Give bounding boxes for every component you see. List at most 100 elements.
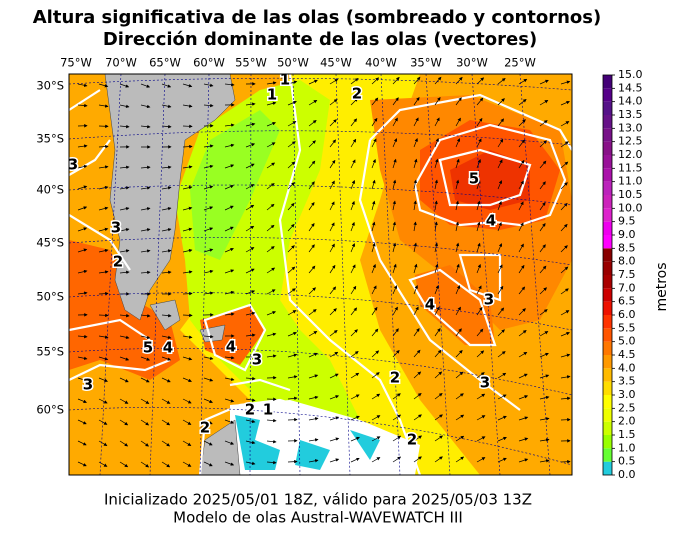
wave-vector: [203, 291, 214, 295]
longitude-label: 75°W: [60, 56, 92, 70]
wave-vector: [350, 264, 356, 274]
wave-vector: [434, 221, 438, 232]
wave-vector: [224, 461, 235, 466]
wave-vector: [98, 461, 108, 467]
colorbar-tick-label: 9.0: [618, 228, 636, 241]
wave-vector: [392, 97, 399, 106]
wave-vector: [287, 266, 296, 274]
colorbar-tick-label: 13.0: [618, 121, 643, 134]
wave-vector: [287, 202, 295, 211]
wave-vector: [98, 335, 109, 339]
wave-vector: [140, 165, 151, 170]
wave-vector: [245, 225, 255, 232]
longitude-label: 50°W: [277, 56, 309, 70]
colorbar-bin: [603, 461, 612, 475]
wave-vector: [476, 242, 481, 253]
wave-vector: [245, 122, 256, 127]
wave-vector: [203, 103, 214, 108]
wave-vector: [245, 247, 255, 253]
colorbar-tick-label: 5.0: [618, 335, 636, 348]
wave-vector: [371, 415, 381, 421]
wave-vector: [350, 394, 360, 400]
wave-vector: [434, 158, 439, 169]
latitude-label: 45°S: [36, 236, 64, 250]
wave-vector: [161, 313, 172, 318]
wave-vector: [140, 335, 151, 340]
colorbar-bin: [603, 381, 612, 395]
wave-vector: [560, 353, 571, 358]
wave-vector: [161, 249, 172, 253]
colorbar-bin: [603, 301, 612, 315]
contour-label: 2: [390, 369, 400, 387]
colorbar-bin: [603, 261, 612, 275]
contour-label: 1: [263, 401, 273, 419]
wave-vector: [203, 377, 214, 382]
wave-vector: [350, 98, 358, 106]
wave-vector: [455, 200, 460, 211]
wave-vector: [203, 398, 213, 403]
wave-vector: [371, 221, 376, 232]
wave-vector: [539, 309, 548, 316]
wave-vector: [224, 312, 235, 316]
longitude-label: 60°W: [193, 56, 225, 70]
wave-vector: [329, 351, 339, 358]
wave-vector: [371, 457, 381, 463]
wave-vector: [182, 398, 192, 404]
wave-vector: [224, 355, 235, 360]
wave-vector: [266, 81, 277, 85]
footer-line: Inicializado 2025/05/01 18Z, válido para…: [104, 491, 532, 509]
wave-vector: [308, 287, 316, 295]
wave-vector: [455, 414, 465, 421]
wave-vector: [287, 100, 297, 106]
colorbar-bin: [603, 195, 612, 209]
colorbar-tick-label: 15.0: [618, 68, 643, 81]
subtitle: Dirección dominante de las olas (vectore…: [103, 29, 537, 50]
wave-vector: [518, 264, 525, 274]
wave-vector: [434, 371, 443, 379]
wave-vector: [77, 164, 88, 169]
wave-vector: [119, 270, 130, 275]
wave-vector: [497, 329, 505, 337]
colorbar-tick-label: 8.0: [618, 255, 636, 268]
wave-vector: [434, 284, 439, 295]
wave-vector: [455, 328, 462, 337]
wave-vector: [182, 461, 192, 467]
wave-vector: [224, 143, 235, 148]
wave-vector: [371, 77, 380, 85]
wave-vector: [518, 180, 524, 190]
wave-vector: [161, 83, 172, 88]
latitude-label: 40°S: [36, 183, 64, 197]
colorbar-bin: [603, 141, 612, 155]
wave-vector: [98, 104, 109, 108]
wave-vector: [455, 349, 463, 358]
wave-vector: [497, 415, 507, 421]
wave-vector: [371, 393, 381, 400]
colorbar-tick-label: 1.5: [618, 428, 636, 441]
wave-vector: [308, 99, 318, 106]
wave-vector: [413, 435, 423, 442]
wave-vector: [161, 377, 171, 383]
colorbar-tick-label: 2.5: [618, 401, 636, 414]
wave-vector: [455, 306, 461, 316]
footer-line: Modelo de olas Austral-WAVEWATCH III: [173, 509, 463, 527]
colorbar-tick-label: 3.0: [618, 388, 636, 401]
wave-vector: [497, 436, 507, 442]
wave-vector: [329, 159, 336, 169]
wave-vector: [539, 417, 550, 421]
wave-vector: [308, 265, 316, 274]
wave-vector: [224, 377, 235, 382]
wave-vector: [476, 77, 485, 85]
wave-vector: [560, 331, 570, 337]
wave-vector: [308, 140, 316, 148]
wave-vector: [140, 461, 150, 468]
wave-vector: [98, 185, 109, 190]
wave-vector: [476, 158, 481, 169]
wave-vector: [350, 457, 360, 463]
wave-vector: [350, 243, 356, 253]
colorbar-bin: [603, 155, 612, 169]
wave-vector: [224, 164, 235, 169]
colorbar-bin: [603, 115, 612, 129]
wave-vector: [560, 310, 570, 316]
wave-vector: [560, 80, 571, 85]
wave-vector: [308, 160, 316, 169]
